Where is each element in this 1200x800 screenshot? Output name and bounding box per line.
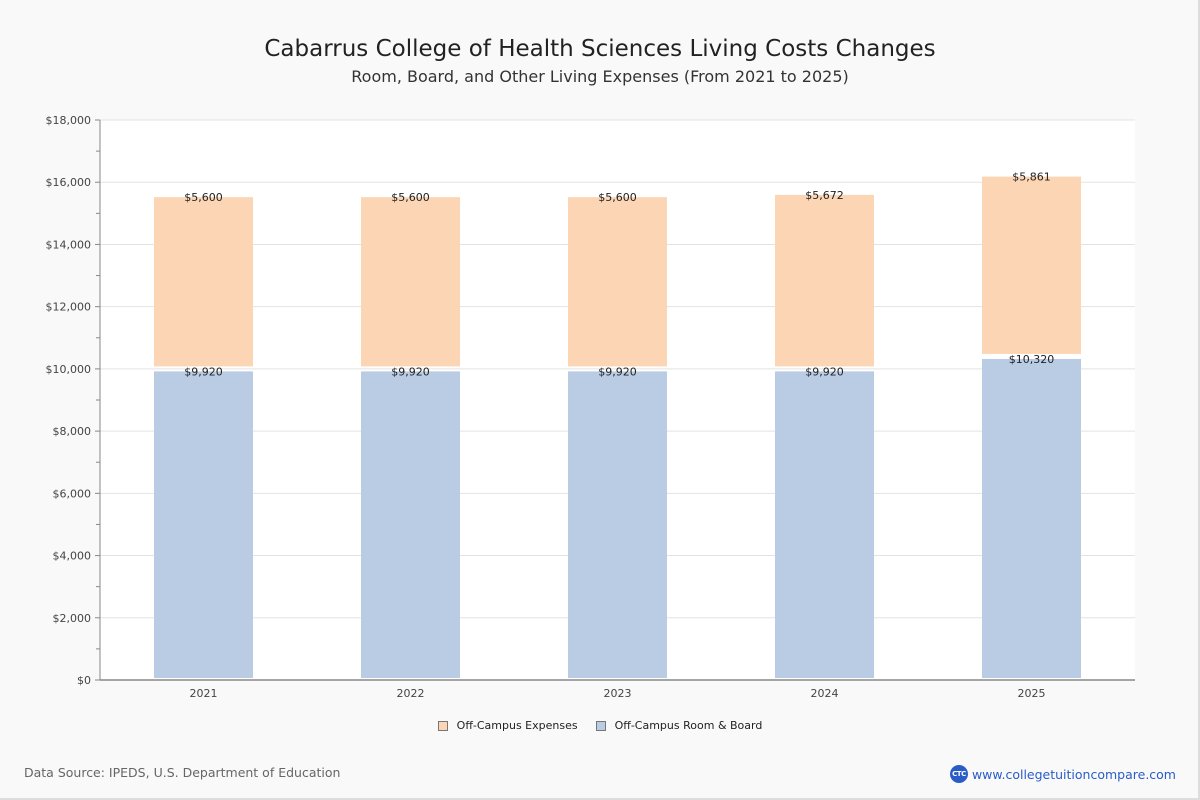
bar-expenses-2023 [568, 197, 667, 367]
x-tick-label: 2023 [604, 687, 632, 700]
y-tick-label: $18,000 [46, 114, 92, 127]
y-tick-label: $14,000 [46, 238, 92, 251]
y-tick-label: $6,000 [53, 487, 92, 500]
data-label-expenses: $5,672 [805, 189, 844, 202]
data-label-room-board: $10,320 [1009, 353, 1055, 366]
chart-title: Cabarrus College of Health Sciences Livi… [264, 36, 936, 62]
y-tick-label: $0 [77, 674, 91, 687]
x-tick-label: 2025 [1018, 687, 1046, 700]
data-label-room-board: $9,920 [805, 365, 844, 378]
chart-legend: Off-Campus Expenses Off-Campus Room & Bo… [0, 719, 1200, 732]
bar-expenses-2021 [154, 197, 253, 367]
legend-item-expenses[interactable]: Off-Campus Expenses [437, 719, 578, 732]
data-label-room-board: $9,920 [598, 365, 637, 378]
bar-expenses-2022 [361, 197, 460, 367]
x-tick-label: 2021 [190, 687, 218, 700]
data-label-expenses: $5,600 [598, 191, 637, 204]
data-label-expenses: $5,861 [1012, 171, 1051, 184]
x-tick-label: 2022 [397, 687, 425, 700]
y-tick-label: $2,000 [53, 612, 92, 625]
bar-expenses-2025 [982, 176, 1081, 354]
bar-room-board-2024 [775, 371, 874, 678]
y-tick-label: $12,000 [46, 301, 92, 314]
brand-url[interactable]: www.collegetuitioncompare.com [971, 766, 1176, 782]
y-tick-label: $16,000 [46, 176, 92, 189]
bar-expenses-2024 [775, 194, 874, 367]
y-tick-label: $10,000 [46, 363, 92, 376]
data-label-room-board: $9,920 [391, 365, 430, 378]
legend-label-room-board: Off-Campus Room & Board [614, 719, 763, 732]
chart-subtitle: Room, Board, and Other Living Expenses (… [351, 67, 849, 86]
brand-link[interactable]: CTC www.collegetuitioncompare.com [949, 765, 1176, 783]
data-source-note: Data Source: IPEDS, U.S. Department of E… [24, 765, 341, 780]
x-tick-label: 2024 [811, 687, 839, 700]
legend-label-expenses: Off-Campus Expenses [456, 719, 578, 732]
bar-room-board-2021 [154, 371, 253, 678]
data-label-room-board: $9,920 [184, 365, 223, 378]
y-tick-label: $8,000 [53, 425, 92, 438]
data-label-expenses: $5,600 [391, 191, 430, 204]
y-tick-label: $4,000 [53, 550, 92, 563]
bar-room-board-2025 [982, 358, 1081, 678]
legend-item-room-board[interactable]: Off-Campus Room & Board [595, 719, 763, 732]
legend-swatch-room-board [595, 720, 606, 731]
data-label-expenses: $5,600 [184, 191, 223, 204]
bar-room-board-2022 [361, 371, 460, 678]
legend-swatch-expenses [437, 720, 448, 731]
brand-logo-icon: CTC [949, 765, 968, 783]
bar-room-board-2023 [568, 371, 667, 678]
